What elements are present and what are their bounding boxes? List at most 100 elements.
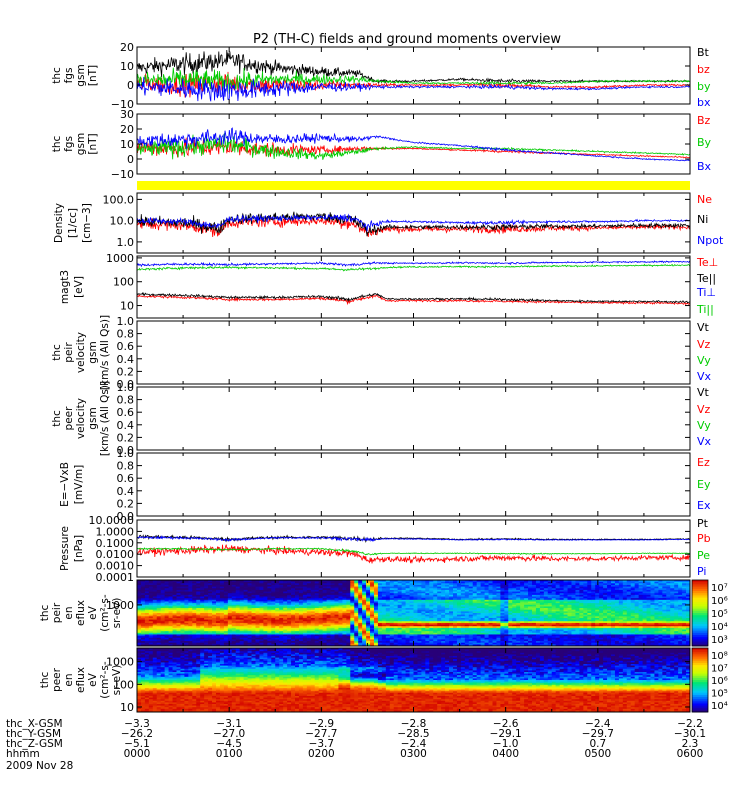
y-tick-label: 10	[120, 300, 134, 313]
series-line-Pb	[136, 544, 691, 564]
legend-entry: Ti||	[696, 303, 714, 316]
x-annotation-value: −4.5	[216, 738, 242, 750]
panel-flag_bar	[137, 181, 690, 190]
legend-entry: Npot	[697, 234, 724, 247]
y-tick-label: 0.8	[117, 460, 135, 473]
y-axis-label: gsm	[75, 133, 87, 155]
y-tick-label: 1.0	[117, 447, 135, 460]
y-tick-label: 10	[120, 701, 134, 714]
x-annotation-row-label: thc_Y-GSM	[6, 728, 61, 740]
y-axis-label: [nT]	[87, 133, 99, 154]
series-line-Pt	[136, 534, 691, 543]
series-line-Npot	[136, 213, 691, 232]
date-label: 2009 Nov 28	[6, 760, 73, 772]
y-axis-label: (cm²-s-	[99, 661, 111, 699]
y-tick-label: 100.0	[103, 193, 135, 206]
legend-entry: by	[697, 80, 711, 93]
y-tick-label: 1.0000	[96, 525, 135, 538]
y-axis-label: thc	[39, 672, 51, 689]
legend-entry: Vt	[697, 321, 710, 334]
colorbar-label: 10⁴	[711, 622, 728, 633]
y-tick-label: 0.6	[117, 340, 135, 353]
y-axis-label: [cm−3]	[81, 203, 93, 243]
x-annotation-row-label: thc_X-GSM	[6, 718, 63, 730]
y-axis-label: E=−VxB	[59, 462, 71, 507]
y-axis-label: magt3	[59, 270, 71, 304]
y-axis-label: [1/cc]	[67, 208, 79, 238]
x-annotation-value: −29.1	[490, 728, 522, 740]
series-line-Pi	[136, 535, 691, 543]
x-annotation-row-label: hhmm	[6, 748, 40, 760]
y-axis-label: en	[63, 606, 75, 619]
y-tick-label: 0.4	[117, 485, 135, 498]
y-axis-label: eflux	[75, 600, 87, 626]
y-axis-label: Density	[53, 203, 65, 243]
y-tick-label: 0.8	[117, 394, 135, 407]
x-annotation-row-label: thc_Z-GSM	[6, 738, 63, 750]
x-annotation-value: −27.7	[305, 728, 337, 740]
legend-entry: Pb	[697, 532, 711, 545]
x-annotation-value: −27.0	[213, 728, 245, 740]
y-tick-label: 10	[120, 138, 134, 151]
y-axis-label: [km/s (All Qs)]	[99, 315, 111, 390]
y-axis-label: eV	[87, 605, 99, 619]
panel-peir_spectrogram: 10⁷ 10⁶ 10⁵ 10⁴ 10³ 1000 thc peir en eflux eV (cm²-…	[39, 579, 728, 647]
x-annotation-value: −2.6	[493, 718, 519, 730]
y-tick-label: 0.6	[117, 472, 135, 485]
legend-entry: Ez	[697, 456, 710, 469]
colorbar-label: 10⁴	[711, 701, 728, 712]
series-line-bx	[136, 77, 691, 102]
y-tick-label: 0	[127, 79, 134, 92]
y-axis-label: fgs	[63, 136, 75, 152]
x-annotation-value: −2.4	[585, 718, 611, 730]
legend-entry: Vt	[697, 386, 710, 399]
series-line-Te⊥	[136, 294, 691, 306]
y-tick-label: 0	[127, 153, 134, 166]
legend-entry: Pi	[697, 565, 706, 578]
y-tick-label: 0.2	[117, 431, 135, 444]
legend-entry: Bx	[697, 160, 712, 173]
colorbar-label: 10⁵	[711, 689, 728, 700]
x-annotation-value: 0100	[216, 748, 243, 760]
y-axis-label: eflux	[75, 667, 87, 693]
x-annotation-value: −3.7	[309, 738, 335, 750]
panel-frame	[136, 320, 691, 385]
colorbar-label: 10³	[711, 635, 728, 646]
series-line-By	[136, 133, 691, 160]
legend-entry: Bz	[697, 114, 711, 127]
panel-frame	[136, 452, 691, 517]
legend-entry: Te⊥	[696, 256, 718, 269]
y-tick-label: 0.6	[117, 406, 135, 419]
panel-density: 100.0 10.0 1.0 Density [1/cc] [cm−3] Ne Ni Npot	[53, 192, 724, 254]
legend-entry: Pe	[697, 549, 710, 562]
legend-entry: bx	[697, 96, 711, 109]
y-tick-label: 0.0	[117, 510, 135, 523]
legend-entry: Ne	[697, 193, 712, 206]
y-axis-label: gsm	[75, 64, 87, 86]
x-annotation-value: −1.0	[493, 738, 519, 750]
y-axis-label: thc	[51, 136, 63, 153]
y-tick-label: 0.0100	[96, 548, 135, 561]
legend-entry: Pt	[697, 517, 709, 530]
legend-entry: Bt	[697, 46, 710, 59]
x-annotation-value: −3.3	[124, 718, 150, 730]
panel-frame	[136, 386, 691, 451]
y-axis-label: thc	[39, 605, 51, 622]
y-axis-label: velocity	[75, 332, 87, 373]
x-annotation-value: −2.2	[677, 718, 703, 730]
y-tick-label: 0.4	[117, 419, 135, 432]
legend-entry: Te||	[696, 272, 716, 285]
x-annotation-value: 2.3	[682, 738, 699, 750]
x-annotation-value: 0400	[492, 748, 519, 760]
series-line-Ni	[136, 211, 691, 237]
y-tick-label: 0.0001	[96, 571, 135, 584]
y-axis-label: peir	[51, 602, 63, 623]
y-tick-label: 1000	[106, 656, 134, 669]
y-axis-label: en	[63, 673, 75, 686]
colorbar-label: 10⁶	[711, 596, 728, 607]
legend-entry: bz	[697, 63, 710, 76]
